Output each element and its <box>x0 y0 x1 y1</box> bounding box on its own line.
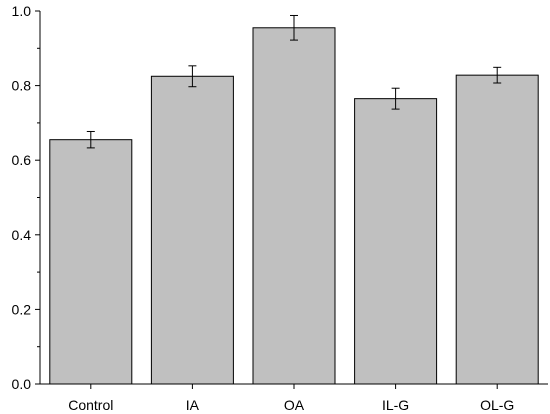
x-tick-label: Control <box>68 397 113 413</box>
y-tick-label: 0.0 <box>12 376 32 392</box>
y-axis: 0.0 0.2 0.4 0.6 0.8 1.0 <box>12 3 41 392</box>
error-bars <box>86 14 502 149</box>
bar-control <box>49 139 133 385</box>
x-tick-label: OA <box>284 397 305 413</box>
x-tick-label: IL-G <box>382 397 409 413</box>
y-tick-label: 0.8 <box>12 78 32 94</box>
bars <box>49 27 539 385</box>
bar-oa <box>252 27 336 385</box>
bar-ol-g <box>455 74 539 385</box>
x-tick-label: OL-G <box>480 397 514 413</box>
x-axis: Control IA OA IL-G OL-G <box>40 383 548 413</box>
y-tick-label: 0.2 <box>12 301 32 317</box>
x-tick-label: IA <box>186 397 200 413</box>
bar-ia <box>150 75 234 385</box>
y-tick-label: 0.6 <box>12 152 32 168</box>
y-tick-label: 1.0 <box>12 3 32 19</box>
y-tick-label: 0.4 <box>12 227 32 243</box>
bar-il-g <box>354 98 438 385</box>
